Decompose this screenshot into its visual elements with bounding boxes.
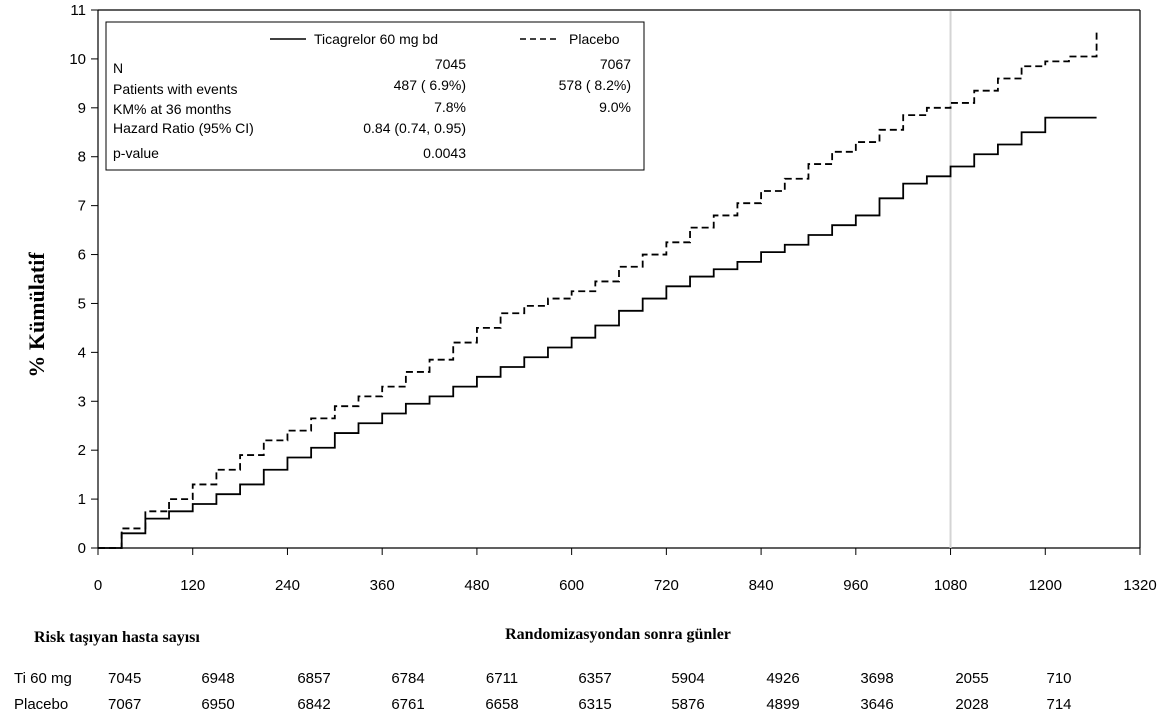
risk-value: 6357 — [578, 670, 611, 687]
x-tick-label: 120 — [180, 577, 205, 594]
x-tick-label: 240 — [275, 577, 300, 594]
legend-ti-value: 0.0043 — [423, 145, 466, 161]
legend: Ticagrelor 60 mg bd Placebo N 7045 7067 … — [105, 21, 645, 171]
placebo-series-line — [98, 29, 1098, 549]
y-tick-label: 5 — [78, 295, 86, 312]
x-tick-label: 360 — [370, 577, 395, 594]
y-tick-label: 11 — [70, 2, 86, 19]
legend-row-label: Hazard Ratio (95% CI) — [113, 120, 254, 136]
risk-value: 4926 — [766, 670, 799, 687]
y-tick-label: 3 — [78, 393, 86, 410]
y-axis-ticks: 0 1 2 3 4 5 6 7 8 9 10 11 — [69, 2, 98, 557]
x-tick-label: 1200 — [1029, 577, 1062, 594]
legend-row-label: KM% at 36 months — [113, 101, 231, 117]
legend-label-placebo: Placebo — [569, 31, 620, 47]
y-tick-label: 2 — [78, 442, 86, 459]
y-tick-label: 6 — [78, 247, 86, 264]
legend-pl-value: 9.0% — [599, 99, 631, 115]
legend-box — [105, 21, 645, 171]
risk-value: 2028 — [955, 696, 988, 713]
risk-value: 3698 — [860, 670, 893, 687]
risk-value: 6857 — [297, 670, 330, 687]
risk-value: 6761 — [391, 696, 424, 713]
x-tick-label: 0 — [94, 577, 102, 594]
x-tick-label: 720 — [654, 577, 679, 594]
risk-value: 6950 — [201, 696, 234, 713]
legend-row-label: Patients with events — [113, 81, 238, 97]
ticagrelor-series-line — [98, 116, 1097, 549]
risk-value: 710 — [1046, 670, 1071, 687]
y-tick-label: 9 — [78, 100, 86, 117]
risk-value: 6658 — [485, 696, 518, 713]
risk-value: 6711 — [486, 670, 518, 687]
y-tick-label: 4 — [78, 344, 86, 361]
risk-value: 6948 — [201, 670, 234, 687]
x-tick-label: 480 — [464, 577, 489, 594]
x-axis-ticks: 0 120 240 360 480 600 720 840 960 1080 1200 1320 — [94, 548, 1157, 594]
y-tick-label: 10 — [69, 51, 86, 68]
legend-row-label: p-value — [113, 145, 159, 161]
y-tick-label: 1 — [78, 491, 86, 508]
x-tick-label: 1320 — [1123, 577, 1156, 594]
risk-row-label-placebo: Placebo — [14, 696, 68, 713]
legend-ti-value: 7.8% — [434, 99, 466, 115]
risk-value: 4899 — [766, 696, 799, 713]
y-tick-label: 8 — [78, 149, 86, 166]
legend-ti-value: 0.84 (0.74, 0.95) — [363, 120, 466, 136]
y-axis-label: % Kümülatif — [24, 252, 49, 378]
risk-value: 714 — [1046, 696, 1071, 713]
legend-ti-value: 487 ( 6.9%) — [394, 77, 466, 93]
x-tick-label: 600 — [559, 577, 584, 594]
x-tick-label: 1080 — [934, 577, 967, 594]
y-tick-label: 7 — [78, 198, 86, 215]
legend-pl-value: 7067 — [600, 56, 631, 72]
x-axis-label: Randomizasyondan sonra günler — [505, 626, 731, 643]
risk-row-label-ti: Ti 60 mg — [14, 670, 72, 687]
risk-value: 7045 — [108, 670, 141, 687]
risk-value: 5876 — [671, 696, 704, 713]
legend-label-ticagrelor: Ticagrelor 60 mg bd — [314, 31, 438, 47]
risk-value: 3646 — [860, 696, 893, 713]
x-tick-label: 840 — [749, 577, 774, 594]
legend-pl-value: 578 ( 8.2%) — [559, 77, 631, 93]
legend-ti-value: 7045 — [435, 56, 466, 72]
risk-value: 7067 — [108, 696, 141, 713]
y-tick-label: 0 — [78, 540, 86, 557]
risk-table-title: Risk taşıyan hasta sayısı — [34, 629, 200, 646]
risk-value: 6315 — [578, 696, 611, 713]
risk-value: 6784 — [391, 670, 424, 687]
risk-table-values: 7045 6948 6857 6784 6711 6357 5904 4926 3698 2055… — [108, 670, 1072, 713]
risk-value: 6842 — [297, 696, 330, 713]
risk-value: 5904 — [671, 670, 704, 687]
x-tick-label: 960 — [843, 577, 868, 594]
legend-row-label: N — [113, 60, 123, 76]
risk-value: 2055 — [955, 670, 988, 687]
